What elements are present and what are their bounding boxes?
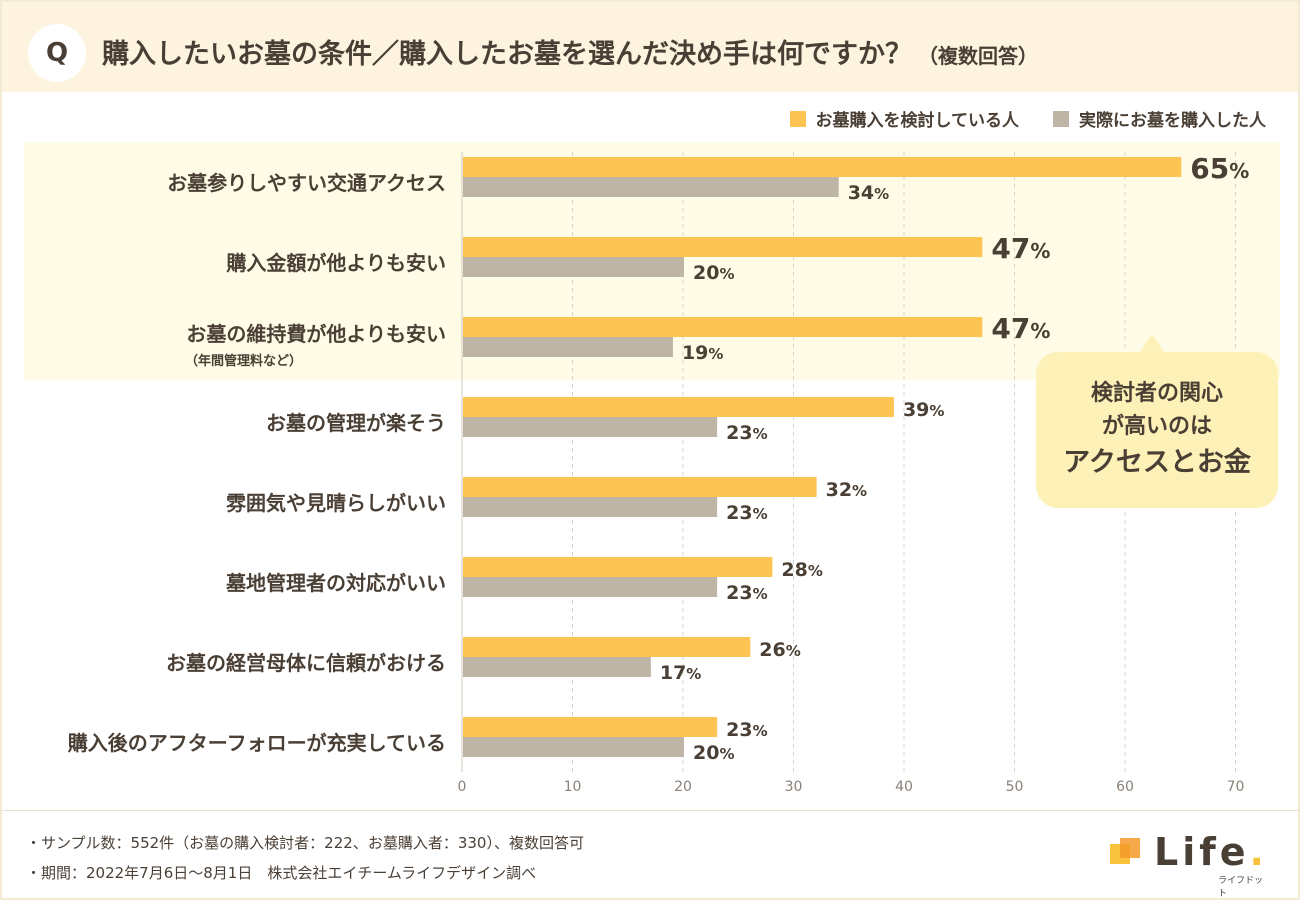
- callout-line3: アクセスとお金: [1063, 446, 1251, 478]
- bar-purchased-3: [463, 417, 718, 437]
- footnotes: ・サンプル数：552件（お墓の購入検討者：222、お墓購入者：330）、複数回答…: [26, 828, 584, 888]
- legend-item-purchased: 実際にお墓を購入した人: [1053, 106, 1266, 131]
- callout-line2: が高いのは: [1101, 413, 1212, 439]
- title-text: 購入したいお墓の条件／購入したお墓を選んだ決め手は何ですか？: [102, 39, 912, 70]
- value-label-considering-0: 65%: [1190, 152, 1249, 185]
- category-sublabel-2: （年間管理料など）: [185, 353, 302, 369]
- title-note: （複数回答）: [918, 44, 1038, 68]
- category-label-6: お墓の経営母体に信頼がおける: [166, 651, 446, 675]
- bar-considering-1: [463, 237, 983, 257]
- logo-subtext: ライフドット: [1218, 876, 1264, 899]
- callout-bubble: 検討者の関心 が高いのは アクセスとお金: [1036, 334, 1278, 508]
- legend-label-considering: お墓購入を検討している人: [815, 111, 1020, 131]
- x-tick-label-0: 0: [458, 779, 467, 795]
- callout-line1: 検討者の関心: [1090, 380, 1223, 406]
- category-label-0: お墓参りしやすい交通アクセス: [167, 171, 446, 195]
- x-tick-label-50: 50: [1006, 779, 1024, 795]
- value-label-considering-6: 26%: [759, 639, 800, 661]
- x-tick-label-40: 40: [895, 779, 913, 795]
- bar-considering-4: [463, 477, 817, 497]
- category-label-2: お墓の維持費が他よりも安い: [186, 322, 446, 346]
- value-label-purchased-0: 34%: [848, 182, 889, 204]
- bar-purchased-4: [463, 497, 718, 517]
- legend-swatch-purchased: [1053, 110, 1069, 127]
- legend: お墓購入を検討している人 実際にお墓を購入した人: [789, 106, 1266, 131]
- x-tick-label-30: 30: [785, 779, 803, 795]
- bar-considering-7: [463, 717, 718, 737]
- bar-considering-0: [463, 157, 1182, 177]
- bar-considering-3: [463, 397, 894, 417]
- bar-purchased-2: [463, 337, 673, 357]
- bar-purchased-0: [463, 177, 839, 197]
- bar-purchased-1: [463, 257, 684, 277]
- logo-text: Life.: [1154, 830, 1268, 874]
- legend-swatch-considering: [789, 110, 806, 127]
- x-tick-label-70: 70: [1227, 779, 1245, 795]
- footer-divider: [2, 810, 1298, 811]
- category-label-3: お墓の管理が楽そう: [266, 411, 446, 435]
- value-label-considering-3: 39%: [903, 399, 944, 421]
- category-label-1: 購入金額が他よりも安い: [226, 251, 446, 275]
- bar-purchased-5: [463, 577, 718, 597]
- value-label-purchased-5: 23%: [726, 582, 767, 604]
- value-label-considering-2: 47%: [991, 312, 1050, 345]
- x-tick-label-60: 60: [1116, 779, 1134, 795]
- value-label-considering-7: 23%: [726, 719, 767, 741]
- logo-mark-icon: [1110, 838, 1140, 868]
- x-tick-label-10: 10: [564, 779, 582, 795]
- bar-purchased-7: [463, 737, 684, 757]
- x-tick-label-20: 20: [674, 779, 692, 795]
- bar-chart: 0 10 20 30 40 50 60 70 お墓参りしやすい交通アクセス 65% 34% 購入金額が…: [68, 152, 1249, 795]
- value-label-purchased-6: 17%: [660, 662, 701, 684]
- chart-title: 購入したいお墓の条件／購入したお墓を選んだ決め手は何ですか？ （複数回答）: [102, 32, 1282, 71]
- bar-purchased-6: [463, 657, 651, 677]
- category-label-5: 墓地管理者の対応がいい: [225, 571, 446, 595]
- category-label-4: 雰囲気や見晴らしがいい: [226, 491, 446, 515]
- logo-dot: .: [1249, 830, 1268, 874]
- bar-considering-5: [463, 557, 773, 577]
- value-label-considering-4: 32%: [826, 479, 867, 501]
- logo-word: Life: [1154, 830, 1250, 874]
- lifedot-logo: Life. ライフドット: [1110, 828, 1270, 899]
- bar-considering-6: [463, 637, 751, 657]
- value-label-considering-5: 28%: [781, 559, 822, 581]
- value-label-purchased-1: 20%: [693, 262, 734, 284]
- note-period: ・期間：2022年7月6日〜8月1日 株式会社エイチームライフデザイン調べ: [26, 864, 537, 882]
- bar-considering-2: [463, 317, 983, 337]
- category-label-7: 購入後のアフターフォローが充実している: [68, 731, 446, 755]
- value-label-considering-1: 47%: [991, 232, 1050, 265]
- value-label-purchased-4: 23%: [726, 502, 767, 524]
- note-sample: ・サンプル数：552件（お墓の購入検討者：222、お墓購入者：330）、複数回答…: [26, 834, 584, 852]
- question-badge: Q: [28, 24, 86, 82]
- legend-item-considering: お墓購入を検討している人: [789, 106, 1020, 131]
- value-label-purchased-2: 19%: [682, 342, 723, 364]
- legend-label-purchased: 実際にお墓を購入した人: [1079, 111, 1266, 131]
- value-label-purchased-3: 23%: [726, 422, 767, 444]
- question-header: Q 購入したいお墓の条件／購入したお墓を選んだ決め手は何ですか？ （複数回答）: [2, 2, 1298, 92]
- value-label-purchased-7: 20%: [693, 742, 734, 764]
